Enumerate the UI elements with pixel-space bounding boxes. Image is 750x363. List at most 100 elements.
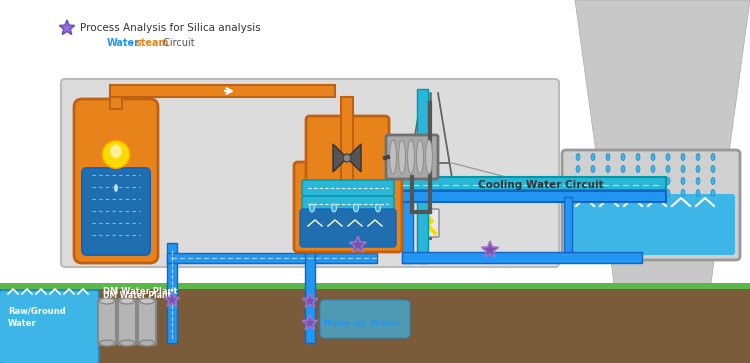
Bar	[0, 287, 750, 363]
Ellipse shape	[119, 298, 134, 304]
FancyBboxPatch shape	[567, 194, 735, 255]
Ellipse shape	[711, 189, 715, 196]
Text: DM Water Plant: DM Water Plant	[103, 290, 171, 299]
Polygon shape	[347, 144, 361, 172]
Ellipse shape	[711, 154, 715, 160]
Ellipse shape	[398, 140, 406, 174]
Ellipse shape	[389, 140, 397, 174]
Bar	[402, 252, 642, 263]
Text: Raw/Ground: Raw/Ground	[8, 306, 66, 315]
Ellipse shape	[711, 166, 715, 172]
Polygon shape	[482, 241, 499, 257]
Ellipse shape	[621, 178, 625, 184]
Polygon shape	[350, 236, 367, 252]
Ellipse shape	[636, 166, 640, 172]
Bar	[398, 177, 666, 190]
Polygon shape	[333, 144, 347, 172]
Ellipse shape	[696, 154, 700, 160]
FancyBboxPatch shape	[386, 135, 438, 179]
Bar	[110, 85, 335, 97]
Ellipse shape	[310, 204, 314, 212]
Ellipse shape	[591, 189, 595, 196]
Ellipse shape	[140, 298, 154, 304]
Bar	[564, 197, 572, 252]
Text: steam: steam	[135, 38, 169, 48]
Ellipse shape	[100, 340, 115, 346]
Ellipse shape	[110, 144, 122, 158]
Polygon shape	[302, 293, 317, 307]
Ellipse shape	[696, 166, 700, 172]
Ellipse shape	[636, 189, 640, 196]
Ellipse shape	[407, 140, 415, 174]
Text: Water: Water	[8, 318, 37, 327]
Ellipse shape	[119, 340, 134, 346]
Ellipse shape	[636, 178, 640, 184]
Bar	[167, 243, 177, 343]
Ellipse shape	[576, 178, 580, 184]
Bar	[417, 89, 428, 263]
FancyBboxPatch shape	[421, 209, 439, 237]
Text: Cooling Water Circuit: Cooling Water Circuit	[478, 180, 604, 190]
Ellipse shape	[681, 154, 685, 160]
Ellipse shape	[636, 154, 640, 160]
Ellipse shape	[576, 154, 580, 160]
Text: -: -	[130, 38, 134, 48]
Text: Make-up Water: Make-up Water	[323, 318, 400, 327]
Ellipse shape	[606, 166, 610, 172]
Text: Water: Water	[107, 38, 140, 48]
FancyBboxPatch shape	[302, 180, 394, 196]
FancyBboxPatch shape	[0, 290, 99, 363]
Ellipse shape	[621, 166, 625, 172]
Ellipse shape	[114, 184, 118, 192]
Ellipse shape	[591, 154, 595, 160]
Polygon shape	[164, 292, 179, 306]
Bar	[398, 191, 666, 202]
Ellipse shape	[696, 178, 700, 184]
Ellipse shape	[576, 189, 580, 196]
Ellipse shape	[606, 178, 610, 184]
Ellipse shape	[651, 178, 655, 184]
Ellipse shape	[711, 178, 715, 184]
Bar	[341, 166, 353, 195]
Bar	[167, 253, 377, 263]
Ellipse shape	[666, 154, 670, 160]
FancyBboxPatch shape	[61, 79, 559, 267]
Ellipse shape	[651, 166, 655, 172]
Ellipse shape	[576, 166, 580, 172]
Ellipse shape	[332, 204, 337, 212]
Ellipse shape	[140, 340, 154, 346]
Ellipse shape	[353, 204, 358, 212]
Bar	[0, 283, 750, 289]
FancyBboxPatch shape	[74, 99, 158, 263]
Ellipse shape	[606, 154, 610, 160]
Ellipse shape	[621, 154, 625, 160]
Ellipse shape	[416, 140, 424, 174]
Ellipse shape	[425, 140, 433, 174]
Ellipse shape	[651, 154, 655, 160]
FancyBboxPatch shape	[294, 162, 402, 252]
Polygon shape	[302, 315, 317, 330]
Ellipse shape	[102, 140, 130, 168]
Ellipse shape	[681, 166, 685, 172]
Ellipse shape	[696, 189, 700, 196]
Ellipse shape	[666, 178, 670, 184]
Ellipse shape	[591, 178, 595, 184]
FancyBboxPatch shape	[562, 150, 740, 260]
Text: Process Analysis for Silica analysis: Process Analysis for Silica analysis	[80, 23, 261, 33]
Ellipse shape	[100, 298, 115, 304]
Bar	[341, 97, 353, 195]
Polygon shape	[59, 20, 74, 34]
FancyBboxPatch shape	[138, 299, 156, 345]
Bar	[402, 166, 413, 263]
FancyBboxPatch shape	[302, 196, 394, 212]
Bar	[110, 87, 122, 109]
FancyBboxPatch shape	[320, 300, 410, 338]
Text: DM Water Plant: DM Water Plant	[103, 287, 178, 297]
Ellipse shape	[606, 189, 610, 196]
Ellipse shape	[681, 178, 685, 184]
FancyBboxPatch shape	[98, 299, 116, 345]
Ellipse shape	[666, 189, 670, 196]
Ellipse shape	[591, 166, 595, 172]
FancyBboxPatch shape	[82, 168, 150, 255]
Bar	[305, 253, 315, 343]
